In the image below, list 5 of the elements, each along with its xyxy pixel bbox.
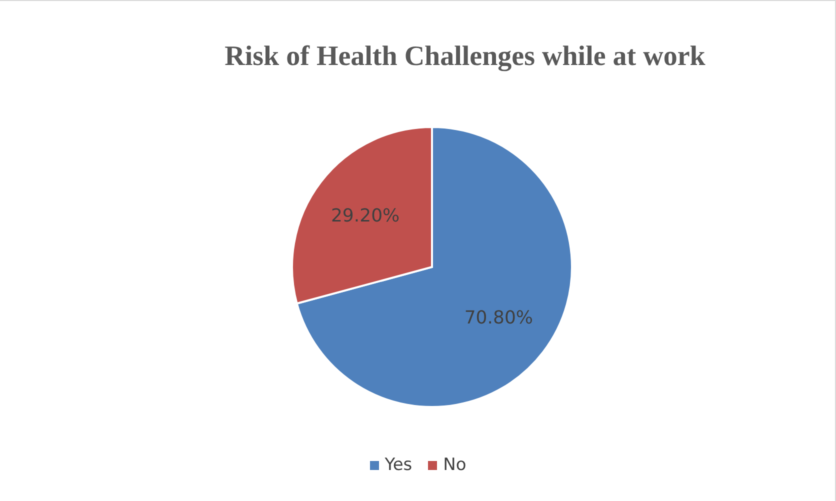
legend-label: No [443,455,466,475]
data-label: 70.80% [464,308,534,329]
legend-label: Yes [384,455,412,475]
chart-title: Risk of Health Challenges while at work [224,41,706,73]
data-label: 29.20% [330,205,400,226]
